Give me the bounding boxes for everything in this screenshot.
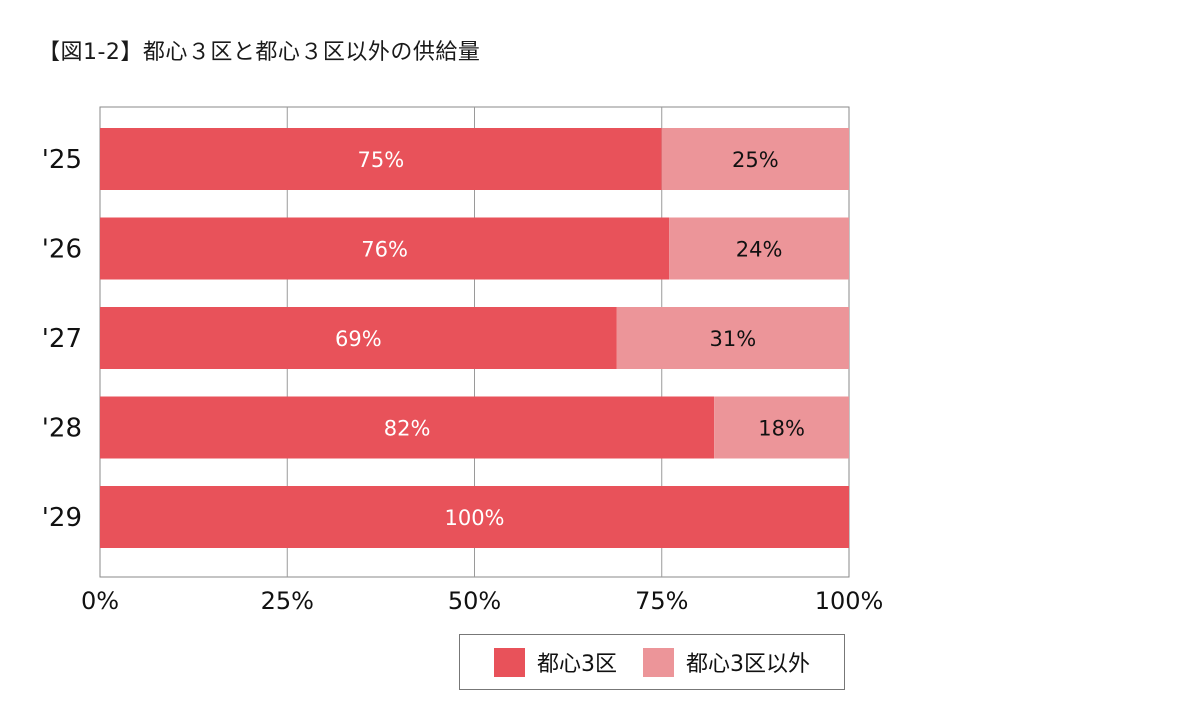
data-label: 69%: [335, 327, 382, 351]
data-label: 25%: [732, 148, 779, 172]
bar-central: [100, 128, 662, 190]
legend-swatch-series-2: [643, 647, 674, 677]
data-label: 82%: [384, 417, 431, 441]
data-label: 75%: [358, 148, 405, 172]
x-tick-label: 75%: [635, 587, 688, 615]
legend-item-series-1: 都心3区: [494, 646, 617, 678]
category-label: '26: [42, 235, 82, 265]
chart-title: 【図1-2】都心３区と都心３区以外の供給量: [38, 40, 481, 65]
bar-other: [714, 396, 849, 459]
data-label: 100%: [444, 506, 504, 530]
data-label: 18%: [758, 417, 805, 441]
x-tick-label: 100%: [815, 587, 884, 615]
bar-other: [661, 128, 849, 190]
bar-group: 75% 25% 76% 24% 69% 31% 82% 18% 100%: [100, 128, 849, 548]
x-tick-label: 25%: [261, 587, 314, 615]
bar-central: [100, 396, 715, 459]
category-label: '27: [42, 324, 82, 354]
bar-other: [616, 307, 849, 369]
axes: 0% 25% 50% 75% 100% '25 '26 '27 '28 '29: [42, 145, 884, 615]
x-tick-label: 50%: [448, 587, 501, 615]
x-tick-label: 0%: [81, 587, 119, 615]
legend: 都心3区 都心3区以外: [459, 634, 845, 690]
legend-label-series-2: 都心3区以外: [686, 652, 810, 677]
data-label: 31%: [710, 327, 757, 351]
bar-central: [100, 307, 617, 369]
data-label: 76%: [361, 238, 408, 262]
data-label: 24%: [736, 238, 783, 262]
bar-central: [100, 486, 849, 548]
category-label: '28: [42, 414, 82, 444]
legend-swatch-series-1: [494, 647, 525, 677]
category-label: '25: [42, 145, 82, 175]
legend-label-series-1: 都心3区: [537, 652, 617, 677]
legend-item-series-2: 都心3区以外: [643, 646, 810, 678]
category-label: '29: [42, 503, 82, 533]
bar-central: [100, 217, 670, 280]
bar-other: [669, 217, 849, 280]
